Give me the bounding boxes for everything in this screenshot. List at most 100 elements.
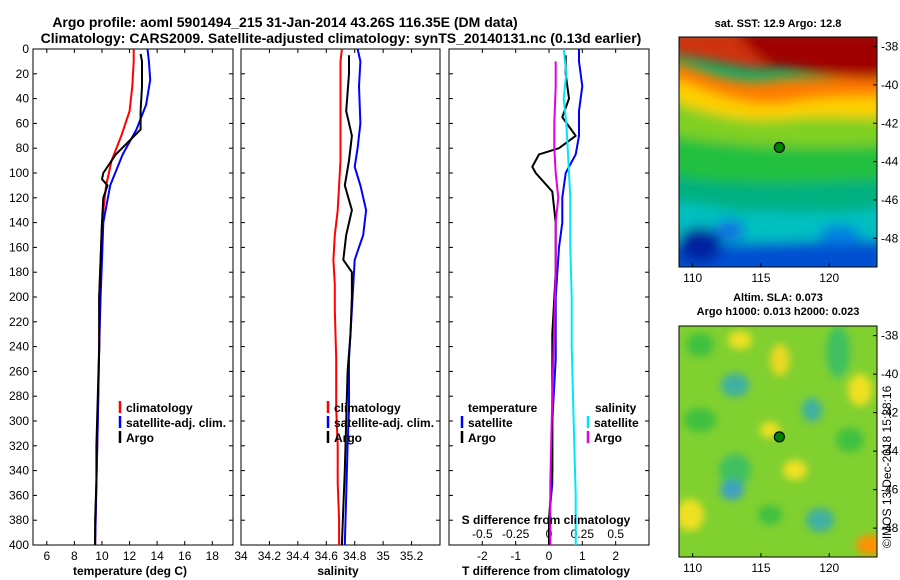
temperature-xlabel: temperature (deg C): [73, 564, 187, 578]
argo-position-marker: [773, 141, 785, 153]
y-tick-label: 0: [22, 42, 29, 56]
y-tick-label: 200: [9, 290, 29, 304]
difference-legend: temperature satellite Argo salinity sate…: [460, 401, 639, 445]
map-x-tick-label: 115: [751, 561, 770, 575]
map-y-tick-label: -44: [881, 444, 899, 458]
y-tick-label: 360: [9, 488, 29, 502]
legend-label-satellite: satellite-adj. clim.: [126, 416, 226, 430]
sla-map-title-2: Argo h1000: 0.013 h2000: 0.023: [697, 306, 860, 318]
y-tick-label: 260: [9, 364, 29, 378]
x-tick-label: 35: [376, 549, 390, 563]
map-x-tick-label: 120: [819, 561, 839, 575]
difference-axes-frame: [448, 48, 650, 546]
y-tick-label: 40: [16, 92, 30, 106]
map-y-tick-label: -44: [881, 155, 899, 169]
legend-label-temp-satellite: satellite: [468, 416, 513, 430]
map-x-tick-label: 110: [683, 271, 702, 285]
series-line-argo: [340, 55, 353, 546]
y-tick-label: 160: [9, 240, 29, 254]
map-y-tick-label: -42: [881, 116, 899, 130]
y-tick-label: 220: [9, 315, 29, 329]
map-x-tick-label: 120: [819, 271, 839, 285]
temperature-lines: [94, 48, 152, 546]
map-y-tick-label: -40: [881, 367, 899, 381]
salinity-legend: climatology satellite-adj. clim. Argo: [326, 401, 434, 445]
map-x-tick-label: 110: [683, 561, 702, 575]
series-line-argo: [94, 53, 143, 545]
legend-label-sal-argo: Argo: [594, 431, 622, 445]
y-tick-label: 340: [9, 464, 29, 478]
legend-label-sal-satellite: satellite: [594, 416, 639, 430]
temperature-axes-frame: [32, 48, 234, 546]
map-y-tick-label: -42: [881, 406, 899, 420]
sst-map-ticks: -38 -40 -42 -44 -46 -48 110 115 120: [683, 40, 899, 285]
x-tick-label: 35.2: [400, 549, 424, 563]
difference-ticks: -2 -1 0 1 2-0.5 -0.25 0 0.25 0.5: [449, 48, 649, 563]
sla-map-ticks: -38 -40 -42 -44 -46 -48 110 115 120: [683, 329, 899, 575]
y-tick-label: 380: [9, 513, 29, 527]
y-tick-label: 400: [9, 538, 29, 552]
salinity-panel: 34 34.2 34.4 34.6 34.8 35 35.2 salinity climat…: [234, 48, 441, 578]
watermark: ©IMOS 13-Dec-2018 15:28:16: [880, 385, 894, 548]
series-line-climatology: [332, 48, 343, 545]
y-tick-label: 280: [9, 389, 29, 403]
x-tick-label: 8: [71, 549, 78, 563]
map-x-tick-label: 115: [751, 271, 770, 285]
x-tick-label: 34.8: [343, 549, 367, 563]
y-tick-label: 20: [16, 67, 30, 81]
legend-label-argo: Argo: [126, 431, 154, 445]
x-tick-label: 34.6: [315, 549, 339, 563]
sla-map-title-1: Altim. SLA: 0.073: [733, 292, 823, 304]
map-y-tick-label: -38: [881, 329, 899, 343]
legend-title-salinity: salinity: [595, 401, 637, 415]
series-line-salinity-satellite: [562, 48, 577, 545]
series-line-satellite-adj-clim-: [343, 48, 368, 546]
x-tick-label: 14: [150, 549, 164, 563]
y-tick-label: 100: [9, 166, 29, 180]
difference-lines: [531, 48, 584, 545]
sst-map-title: sat. SST: 12.9 Argo: 12.8: [715, 18, 842, 30]
difference-xlabel: T difference from climatology: [462, 564, 630, 578]
x-tick-label: 34.2: [258, 549, 282, 563]
title-line-1: Argo profile: aoml 5901494_215 31-Jan-20…: [52, 14, 517, 30]
sla-map-frame: [678, 325, 878, 558]
y-tick-label: 240: [9, 340, 29, 354]
x-tick-label: -1: [510, 549, 521, 563]
map-y-tick-label: -46: [881, 193, 899, 207]
legend-label-argo: Argo: [334, 431, 362, 445]
top-x-tick-label: 0.5: [607, 527, 624, 541]
y-tick-label: 300: [9, 414, 29, 428]
y-tick-label: 80: [16, 141, 30, 155]
difference-top-xlabel: S difference from climatology: [462, 513, 631, 527]
x-tick-label: 10: [95, 549, 109, 563]
y-tick-label: 320: [9, 439, 29, 453]
x-tick-label: 18: [206, 549, 220, 563]
legend-label-climatology: climatology: [334, 401, 401, 415]
top-x-tick-label: 0.25: [571, 527, 595, 541]
series-line-satellite-adj-clim-: [94, 48, 152, 546]
x-tick-label: 6: [43, 549, 50, 563]
difference-panel: -2 -1 0 1 2-0.5 -0.25 0 0.25 0.5 S difference fr…: [448, 48, 650, 578]
temperature-legend: climatology satellite-adj. clim. Argo: [118, 401, 226, 445]
salinity-ticks: 34 34.2 34.4 34.6 34.8 35 35.2: [234, 48, 440, 563]
x-tick-label: 34: [234, 549, 248, 563]
title-line-2: Climatology: CARS2009. Satellite-adjuste…: [41, 30, 642, 46]
legend-label-climatology: climatology: [126, 401, 193, 415]
map-y-tick-label: -38: [881, 40, 899, 54]
x-tick-label: 2: [612, 549, 619, 563]
salinity-xlabel: salinity: [317, 564, 359, 578]
top-x-tick-label: -0.5: [472, 527, 493, 541]
x-tick-label: 34.4: [286, 549, 310, 563]
map-y-tick-label: -48: [881, 231, 899, 245]
x-tick-label: 0: [546, 549, 553, 563]
legend-label-temp-argo: Argo: [468, 431, 496, 445]
map-y-tick-label: -46: [881, 483, 899, 497]
y-tick-label: 120: [9, 191, 29, 205]
argo-position-marker: [773, 431, 785, 443]
y-tick-label: 60: [16, 116, 30, 130]
salinity-lines: [332, 48, 368, 546]
x-tick-label: 12: [123, 549, 137, 563]
temperature-ticks: 0 20 40 60 80 100 120 140 160 180 200 220 240 260 280 3…: [9, 42, 233, 563]
sst-map-frame: [678, 36, 878, 268]
